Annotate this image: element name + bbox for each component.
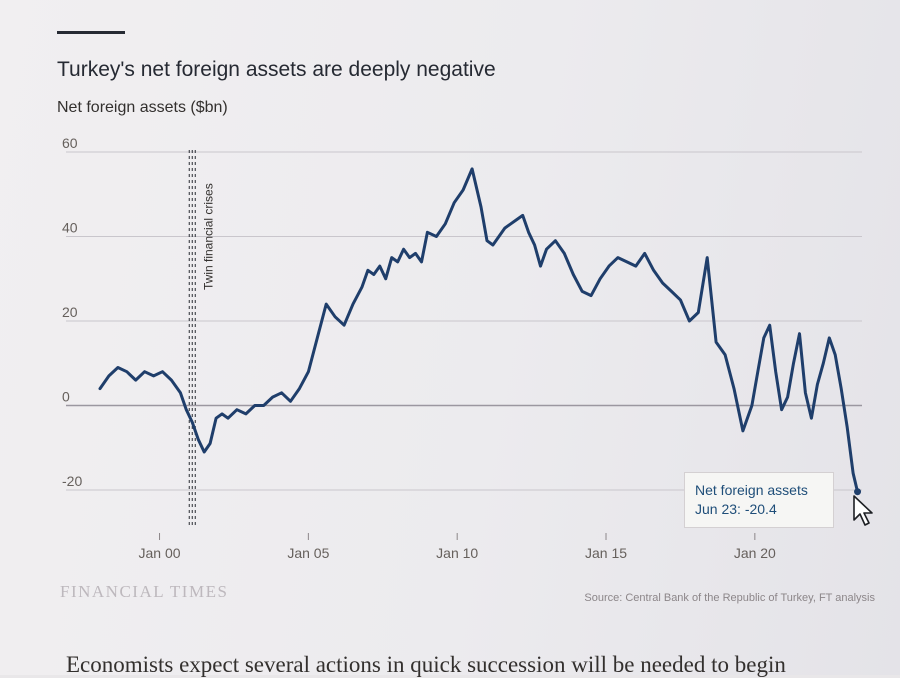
tooltip-value: Jun 23: -20.4 bbox=[695, 501, 777, 517]
source-note: Source: Central Bank of the Republic of … bbox=[584, 592, 875, 604]
tooltip-series-name: Net foreign assets bbox=[695, 482, 808, 498]
y-tick-label: 0 bbox=[62, 389, 70, 405]
x-axis-ticks: Jan 00 Jan 05 Jan 10 Jan 15 Jan 20 bbox=[139, 533, 776, 561]
x-tick-label: Jan 20 bbox=[734, 545, 776, 561]
publisher-logo: FINANCIAL TIMES bbox=[60, 582, 229, 601]
y-tick-label: 40 bbox=[62, 220, 78, 236]
x-tick-label: Jan 15 bbox=[585, 545, 627, 561]
x-tick-label: Jan 00 bbox=[139, 545, 181, 561]
crisis-annotation: Twin financial crises bbox=[188, 150, 215, 528]
chart-grid: 60 40 20 0 -20 bbox=[62, 135, 862, 491]
mouse-pointer-icon bbox=[853, 495, 873, 526]
series-line-net-foreign-assets[interactable] bbox=[98, 167, 859, 494]
crisis-annotation-label: Twin financial crises bbox=[201, 183, 215, 290]
x-tick-label: Jan 10 bbox=[436, 545, 478, 561]
y-tick-label: -20 bbox=[62, 473, 82, 489]
header-rule bbox=[57, 31, 125, 34]
chart-subtitle: Net foreign assets ($bn) bbox=[57, 99, 228, 116]
x-tick-label: Jan 05 bbox=[287, 545, 329, 561]
article-body-text: Economists expect several actions in qui… bbox=[66, 652, 786, 677]
y-tick-label: 20 bbox=[62, 304, 78, 320]
chart-title: Turkey's net foreign assets are deeply n… bbox=[57, 58, 496, 81]
y-tick-label: 60 bbox=[62, 135, 78, 151]
series-layer[interactable] bbox=[98, 167, 862, 496]
data-tooltip: Net foreign assets Jun 23: -20.4 bbox=[684, 472, 834, 528]
last-data-point[interactable] bbox=[854, 488, 862, 496]
